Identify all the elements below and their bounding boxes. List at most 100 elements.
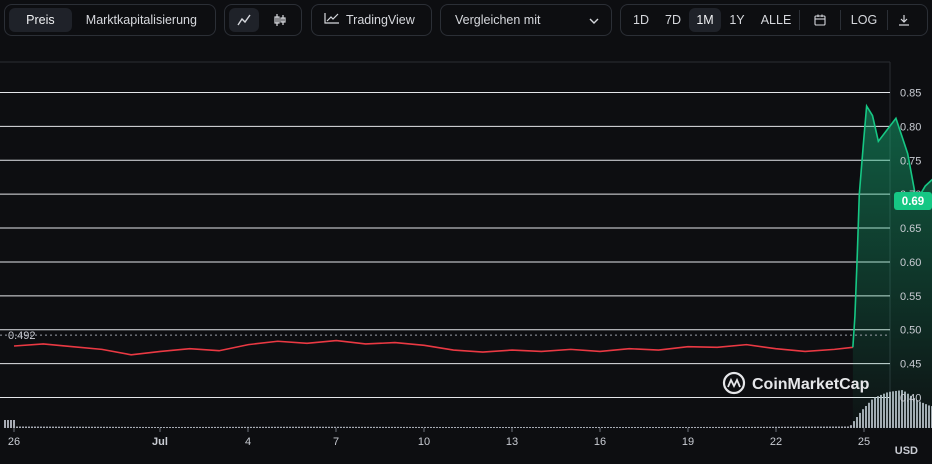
volume-bar [634,427,636,428]
volume-bar [847,426,849,428]
volume-bar [115,426,117,428]
range-1m[interactable]: 1M [689,8,721,32]
volume-bar [328,426,330,428]
tab-market-cap[interactable]: Marktkapitalisierung [85,13,197,27]
volume-bar [838,426,840,428]
volume-bar [379,426,381,428]
volume-bar [13,420,15,428]
volume-bar [418,426,420,428]
grid-lines [0,92,890,398]
tradingview-button[interactable]: TradingView [311,4,432,36]
compare-dropdown[interactable]: Vergleichen mit [440,4,612,36]
range-all[interactable]: ALLE [760,13,792,27]
volume-bar [454,427,456,428]
volume-bar [475,427,477,428]
volume-bar [826,426,828,428]
volume-bar [652,427,654,428]
metric-tab-group: Preis Marktkapitalisierung [4,4,216,36]
log-toggle[interactable]: LOG [850,13,878,27]
line-chart-icon[interactable] [229,8,259,32]
volume-bar [592,427,594,428]
y-tick-label: 0.80 [900,121,921,133]
volume-bar [52,426,54,428]
volume-bar [217,426,219,428]
volume-bar [334,426,336,428]
range-7d[interactable]: 7D [665,13,681,27]
volume-bar [766,426,768,428]
candlestick-icon[interactable] [265,8,295,32]
volume-bar [427,426,429,428]
volume-bar [16,426,18,428]
range-1y[interactable]: 1Y [729,13,745,27]
volume-bar [25,426,27,428]
volume-bar [628,427,630,428]
volume-bar [784,426,786,428]
volume-bar [532,427,534,428]
volume-bar [496,427,498,428]
volume-bar [58,426,60,428]
volume-bar [787,426,789,428]
volume-bar [448,426,450,428]
volume-bar [571,427,573,428]
volume-bar [211,426,213,428]
volume-bar [805,426,807,428]
price-line-up [852,103,932,348]
volume-bar [307,426,309,428]
volume-bar [562,427,564,428]
volume-bar [10,420,12,428]
x-tick-label: 26 [8,436,20,448]
calendar-icon[interactable] [800,8,840,32]
volume-bar [841,426,843,428]
volume-bar [304,426,306,428]
volume-bar [667,427,669,428]
volume-bar [469,427,471,428]
price-area-fill [852,106,932,428]
volume-bar [283,426,285,428]
volume-bar [676,426,678,428]
volume-bar [484,427,486,428]
volume-bar [154,426,156,428]
y-tick-label: 0.60 [900,257,921,269]
volume-bar [259,426,261,428]
volume-bar [337,426,339,428]
volume-bar [832,426,834,428]
volume-bar [298,426,300,428]
volume-bar [97,426,99,428]
volume-bar [715,426,717,428]
volume-bar [64,426,66,428]
volume-bar [793,426,795,428]
volume-bar [73,426,75,428]
currency-label: USD [894,445,918,457]
volume-bar [409,426,411,428]
tab-price[interactable]: Preis [9,8,72,32]
volume-bar [739,426,741,428]
volume-bar [724,426,726,428]
volume-bar [70,426,72,428]
download-icon[interactable] [888,8,920,32]
volume-bar [526,427,528,428]
volume-bar [520,427,522,428]
volume-bar [445,426,447,428]
current-price-label: 0.69 [902,196,924,208]
y-tick-label: 0.85 [900,88,921,100]
volume-bars [4,390,932,428]
volume-bar [457,427,459,428]
volume-bar [85,426,87,428]
volume-bar [244,426,246,428]
volume-bar [649,427,651,428]
volume-bar [460,427,462,428]
volume-bar [148,426,150,428]
volume-bar [688,426,690,428]
volume-bar [565,427,567,428]
price-chart: 0.850.800.750.700.650.600.550.500.450.40… [0,61,932,448]
volume-bar [559,427,561,428]
volume-bar [331,426,333,428]
volume-bar [166,426,168,428]
volume-bar [40,426,42,428]
volume-bar [589,427,591,428]
volume-bar [658,427,660,428]
range-1d[interactable]: 1D [633,13,649,27]
volume-bar [733,426,735,428]
volume-bar [580,427,582,428]
x-tick-label: Jul [152,436,168,448]
